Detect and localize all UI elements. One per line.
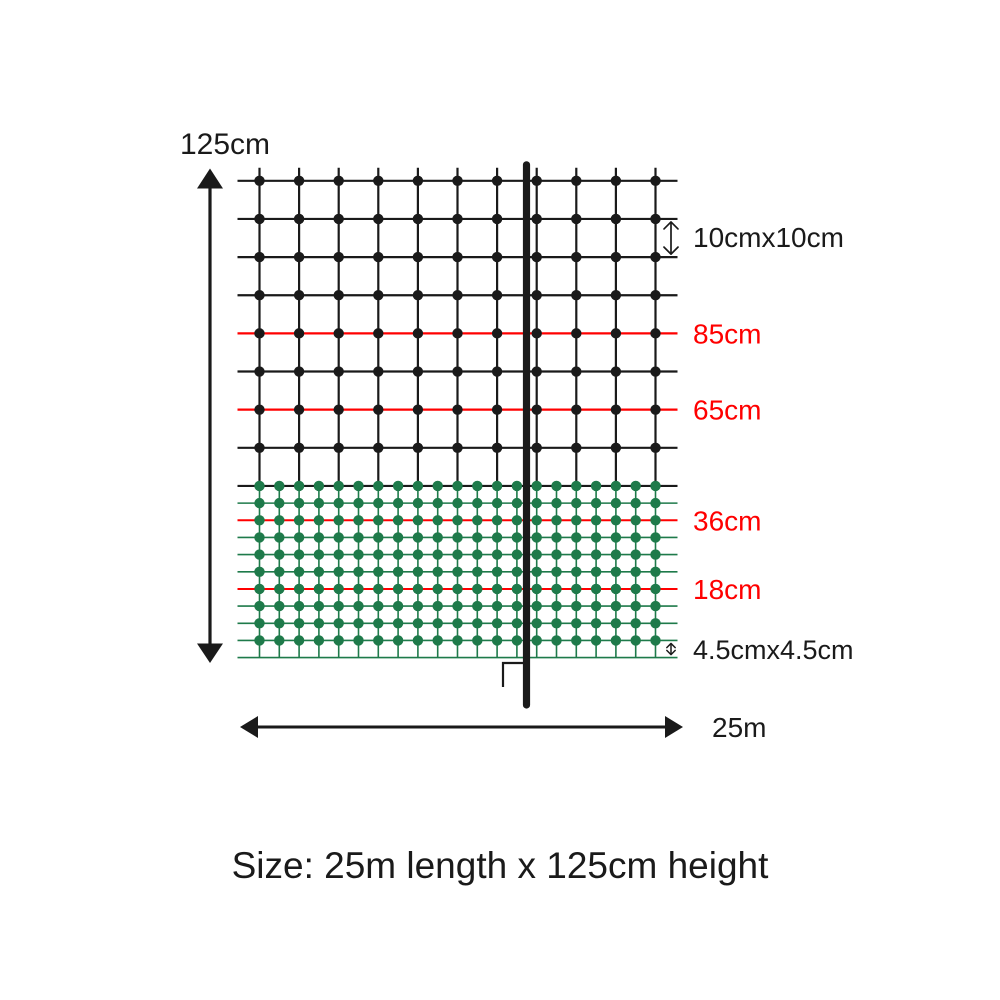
svg-text:18cm: 18cm <box>693 574 761 605</box>
svg-text:10cmx10cm: 10cmx10cm <box>693 222 844 253</box>
svg-text:4.5cmx4.5cm: 4.5cmx4.5cm <box>693 635 854 665</box>
svg-text:125cm: 125cm <box>180 128 270 161</box>
svg-text:36cm: 36cm <box>693 505 761 536</box>
svg-text:25m: 25m <box>712 712 766 743</box>
svg-text:Size: 25m length x 125cm heigh: Size: 25m length x 125cm height <box>232 845 770 886</box>
svg-text:85cm: 85cm <box>693 318 761 349</box>
svg-text:65cm: 65cm <box>693 395 761 426</box>
